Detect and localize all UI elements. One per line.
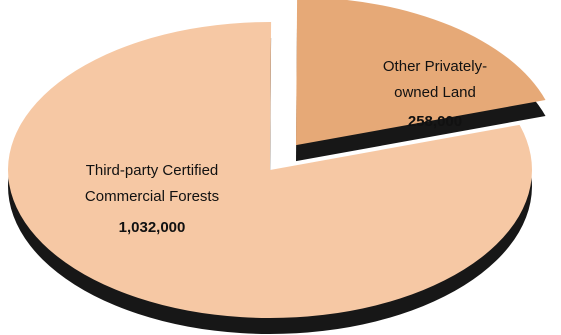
slice-label-other-line-2: owned Land xyxy=(394,84,476,101)
slice-label-certified-line-2: Commercial Forests xyxy=(85,188,219,205)
slice-other-privately-owned-land xyxy=(296,0,546,146)
slice-third-party-certified-commercial-forests xyxy=(7,21,532,318)
slice-label-certified-line-1: Third-party Certified xyxy=(86,162,219,179)
slice-value-other: 258,000 xyxy=(408,113,462,130)
slice-value-certified: 1,032,000 xyxy=(119,219,186,236)
slice-label-other-line-1: Other Privately- xyxy=(383,58,487,75)
slice-top-layer xyxy=(7,0,546,318)
